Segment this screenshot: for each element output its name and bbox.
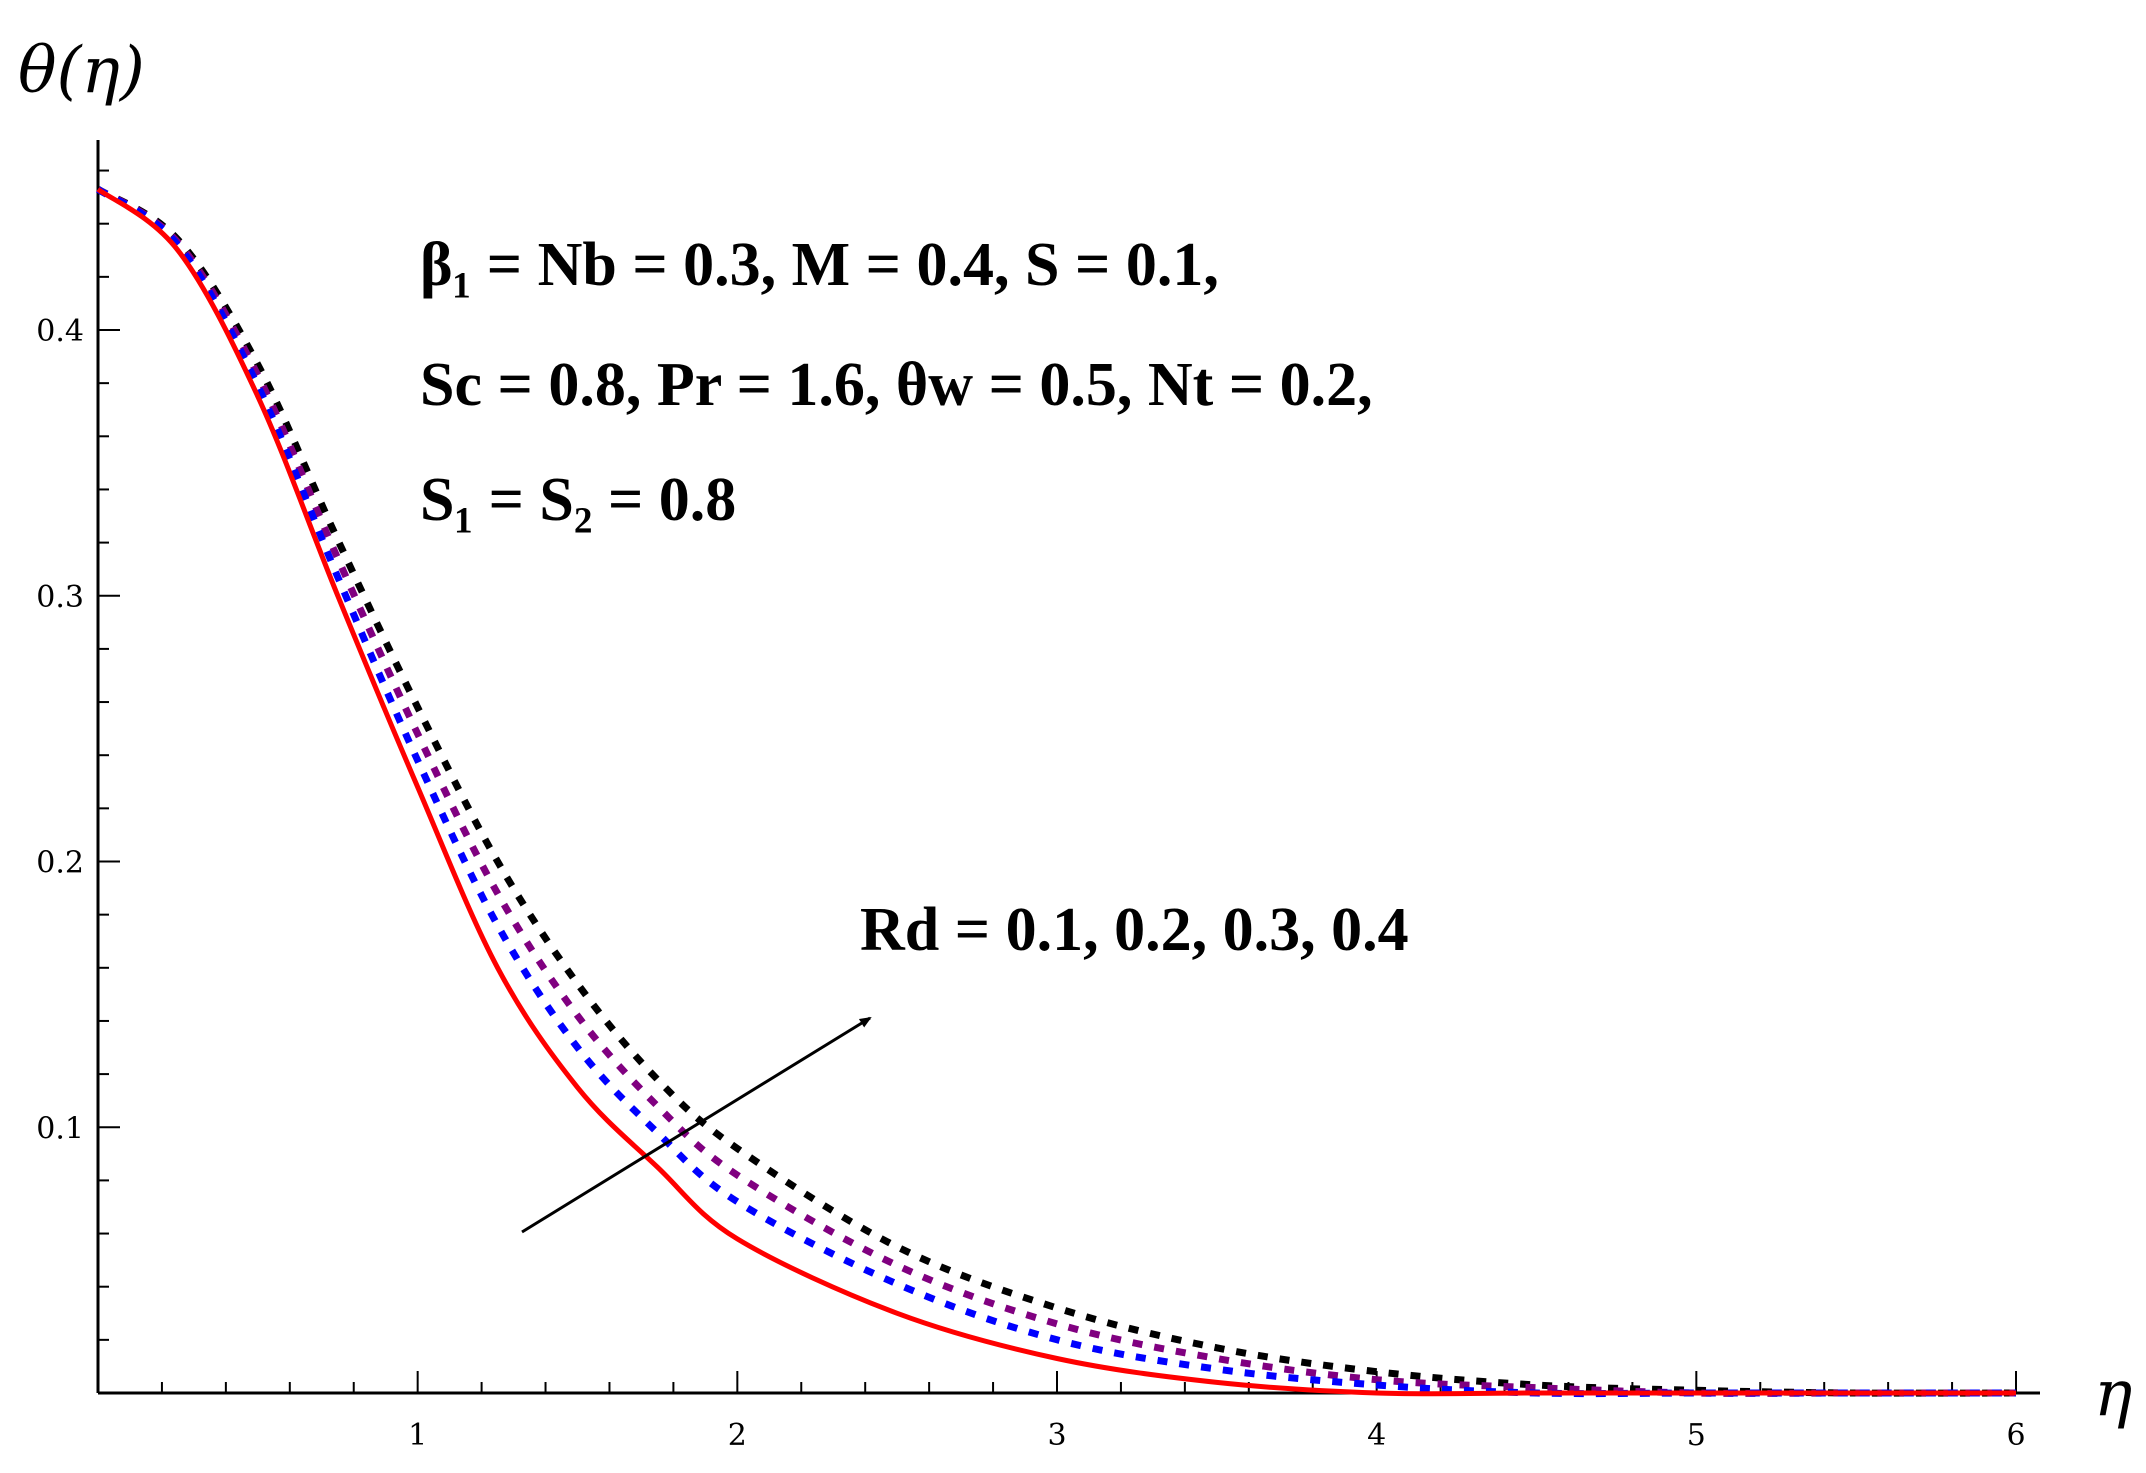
- x-tick-label: 6: [2006, 1418, 2025, 1453]
- x-axis-title: η: [2094, 1357, 2132, 1431]
- y-axis-title: θ(η): [18, 34, 145, 108]
- params-annotation-line2: Sc = 0.8, Pr = 1.6, θw = 0.5, Nt = 0.2,: [420, 351, 1373, 419]
- y-tick-label: 0.4: [36, 314, 84, 349]
- x-tick-label: 3: [1047, 1418, 1066, 1453]
- x-tick-label: 4: [1367, 1418, 1386, 1453]
- x-tick-label: 2: [728, 1418, 747, 1453]
- axes: [96, 140, 2040, 1395]
- y-tick-label: 0.2: [36, 846, 84, 881]
- params-annotation-line3: S₁ = S₂ = 0.8: [420, 466, 736, 534]
- params-annotation-line1: β₁ = Nb = 0.3, M = 0.4, S = 0.1,: [420, 231, 1219, 299]
- series-line-3: [96, 186, 2017, 1397]
- x-tick-label: 1: [408, 1418, 427, 1453]
- rd-annotation: Rd = 0.1, 0.2, 0.3, 0.4: [860, 896, 1409, 964]
- y-tick-label: 0.3: [36, 580, 84, 615]
- series-line-4: [96, 186, 2017, 1397]
- x-tick-label: 5: [1687, 1418, 1706, 1453]
- series-line-1: [96, 187, 2017, 1397]
- trend-arrow: [521, 1016, 872, 1234]
- y-tick-label: 0.1: [36, 1111, 84, 1146]
- series-layer: [95, 186, 2017, 1398]
